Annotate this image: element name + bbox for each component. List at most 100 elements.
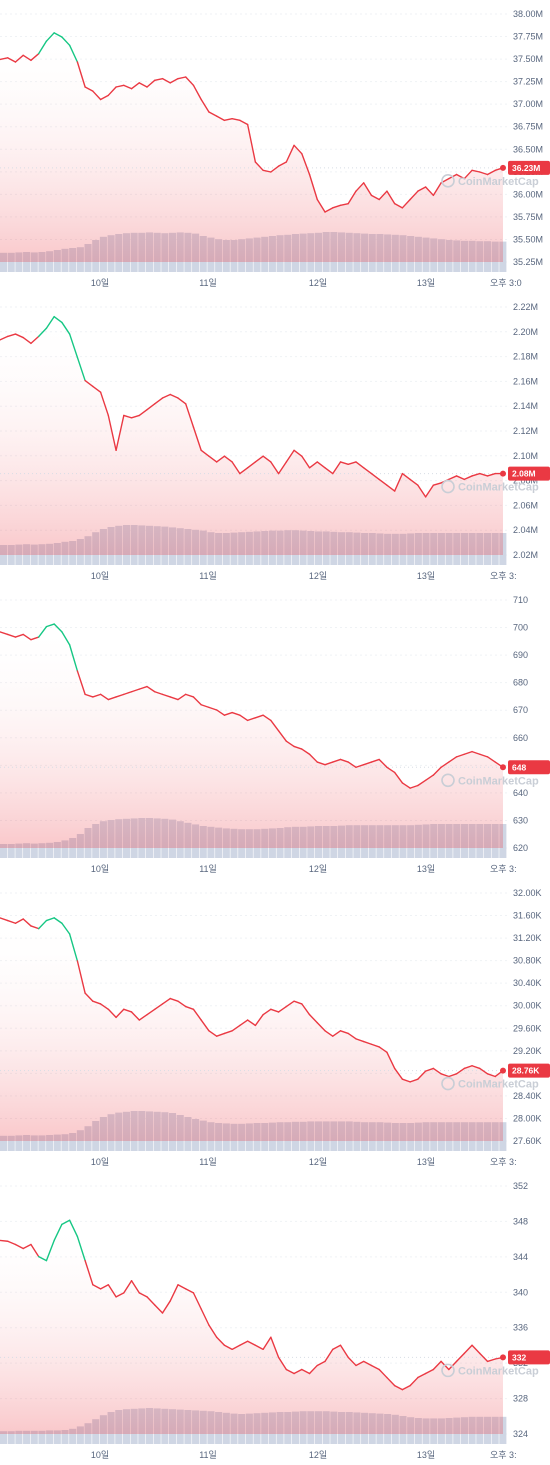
price-line-segment: [409, 190, 419, 201]
price-line-segment: [61, 1219, 71, 1226]
price-line-segment: [0, 57, 9, 61]
price-line-segment: [432, 182, 442, 197]
price-line-segment: [14, 1243, 24, 1250]
price-line-segment: [61, 36, 71, 47]
price-line-segment: [154, 397, 164, 405]
price-line-segment: [130, 414, 140, 419]
y-tick-label: 2.18M: [513, 352, 538, 362]
price-line-segment: [463, 475, 473, 481]
price-line-segment: [68, 1219, 79, 1238]
price-line-segment: [37, 327, 48, 338]
price-line-segment: [115, 84, 125, 88]
price-line-segment: [208, 111, 218, 117]
y-tick-label: 2.16M: [513, 376, 538, 386]
volume-bar: [7, 1135, 15, 1151]
price-line-segment: [68, 333, 79, 359]
price-line-segment: [270, 719, 280, 732]
price-chart-3[interactable]: 710700690680670660650640630620CoinMarket…: [0, 586, 550, 879]
price-line-segment: [339, 1030, 349, 1035]
last-price-dot: [500, 164, 506, 171]
x-tick-label: 10일: [91, 1450, 109, 1460]
price-chart-1[interactable]: 38.00M 37.75M 37.50M 37.25M 37.00M 36.75M 36.5…: [0, 0, 550, 293]
price-line-segment: [293, 144, 303, 155]
watermark-text: CoinMarketCap: [458, 775, 539, 787]
price-line-segment: [432, 766, 442, 776]
price-line-segment: [185, 76, 195, 87]
volume-bar: [30, 1430, 38, 1444]
coinmarketcap-watermark: CoinMarketCap: [441, 773, 539, 787]
price-line-segment: [324, 467, 334, 475]
price-line-segment: [347, 1032, 357, 1040]
volume-bar: [38, 843, 46, 858]
price-line-segment: [215, 1032, 226, 1037]
price-line-segment: [239, 714, 249, 722]
price-line-segment: [285, 144, 295, 163]
price-line-segment: [424, 774, 435, 781]
y-tick-label: 36.75M: [513, 122, 543, 132]
price-line-segment: [378, 1368, 388, 1379]
x-tick-label: 13일: [417, 278, 435, 288]
price-area: [0, 32, 503, 262]
price-line-segment: [486, 1073, 496, 1078]
price-line-segment: [301, 455, 311, 469]
price-line-segment: [223, 711, 233, 716]
price-line-segment: [246, 717, 257, 722]
y-tick-label: 37.00M: [513, 99, 543, 109]
price-line-segment: [370, 758, 380, 763]
price-line-segment: [177, 1284, 187, 1290]
price-line-segment: [177, 76, 187, 80]
volume-bar: [15, 843, 23, 858]
price-line-segment: [223, 1344, 233, 1351]
y-tick-label: 640: [513, 788, 528, 798]
volume-bar: [7, 252, 15, 272]
price-line-segment: [45, 32, 55, 42]
y-tick-label: 31.60K: [513, 911, 542, 921]
price-line-segment: [107, 696, 117, 701]
last-price-dot: [500, 1067, 506, 1074]
price-line-segment: [455, 1352, 466, 1363]
price-line-segment: [84, 379, 94, 388]
price-line-segment: [138, 82, 148, 88]
y-tick-label: 340: [513, 1287, 528, 1297]
price-line-segment: [92, 1000, 102, 1005]
price-line-segment: [417, 1070, 427, 1080]
price-line-segment: [215, 455, 226, 463]
price-chart-5[interactable]: 352348344340336332328324CoinMarketCap332…: [0, 1172, 550, 1465]
y-tick-label: 630: [513, 815, 528, 825]
volume-bar: [46, 1430, 54, 1444]
price-line-segment: [45, 623, 55, 628]
price-line-segment: [270, 461, 280, 475]
price-line-segment: [146, 1008, 156, 1016]
price-line-segment: [99, 391, 110, 417]
price-line-segment: [301, 748, 311, 755]
y-tick-label: 30.40K: [513, 978, 542, 988]
price-line-segment: [231, 1344, 241, 1351]
price-line-segment: [37, 919, 48, 930]
y-tick-label: 2.02M: [513, 550, 538, 560]
price-line-segment: [7, 919, 17, 924]
price-line-segment: [378, 1046, 388, 1053]
y-tick-label: 2.22M: [513, 302, 538, 312]
y-tick-label: 620: [513, 843, 528, 853]
price-line-segment: [316, 1022, 326, 1032]
price-chart-4[interactable]: 32.00K 31.60K 31.20K 30.80K 30.40K 30.00K 29.6…: [0, 879, 550, 1172]
price-line-segment: [231, 461, 241, 475]
price-line-segment: [339, 1344, 349, 1359]
price-line-segment: [215, 709, 226, 716]
volume-bar: [46, 1135, 54, 1151]
price-line-segment: [169, 696, 179, 701]
price-line-segment: [7, 333, 17, 338]
price-line-segment: [424, 1368, 435, 1375]
y-tick-label: 29.20K: [513, 1046, 542, 1056]
price-line-segment: [14, 918, 24, 924]
y-tick-label: 35.50M: [513, 234, 543, 244]
y-tick-label: 348: [513, 1216, 528, 1226]
y-tick-label: 28.00K: [513, 1113, 542, 1123]
price-line-segment: [393, 472, 404, 492]
price-line-segment: [169, 393, 179, 399]
y-tick-label: 352: [513, 1181, 528, 1191]
price-line-segment: [30, 925, 40, 930]
y-tick-label: 2.14M: [513, 401, 538, 411]
y-tick-label: 700: [513, 623, 528, 633]
price-chart-2[interactable]: 2.22M 2.20M 2.18M 2.16M 2.14M 2.12M 2.10M 2.08M…: [0, 293, 550, 586]
